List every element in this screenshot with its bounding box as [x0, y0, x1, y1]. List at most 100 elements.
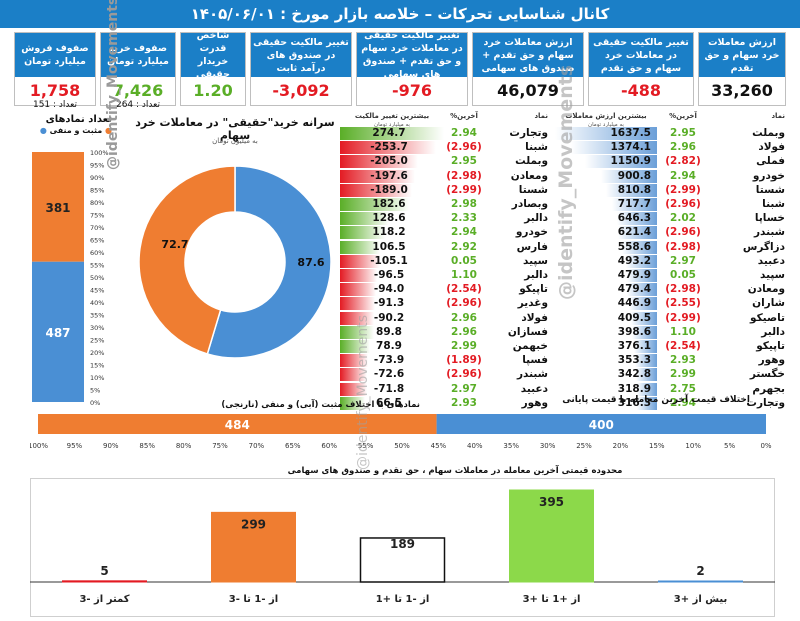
- column-header-pct: %آخرین: [669, 112, 697, 120]
- pct-cell: 2.99: [451, 340, 477, 352]
- hbar-tick-label: 85%: [139, 442, 155, 450]
- pct-cell: 2.95: [670, 127, 696, 139]
- value-bar: [340, 212, 389, 226]
- hbar-tick-label: 40%: [467, 442, 483, 450]
- table-subheading: به میلیارد تومان: [588, 122, 624, 128]
- symbol-cell[interactable]: دعبید: [757, 254, 785, 267]
- value-cell: -205.0: [370, 155, 408, 168]
- symbol-cell[interactable]: شبنا: [762, 198, 785, 210]
- card-value: 33,260: [711, 81, 773, 100]
- table-row: 479.9 0.05 سپید: [555, 268, 787, 283]
- symbol-cell[interactable]: وغدیر: [517, 297, 548, 310]
- symbol-cell[interactable]: فسپا: [522, 354, 548, 367]
- symbol-cell[interactable]: تاصیکو: [749, 311, 785, 324]
- symbol-cell[interactable]: سپید: [760, 269, 785, 281]
- value-bar: [634, 354, 657, 368]
- table-row: -197.6 (2.98) ومعادن: [340, 169, 550, 184]
- symbol-cell[interactable]: سپید: [523, 254, 548, 267]
- stack-tick-label: 65%: [90, 237, 104, 245]
- symbol-cell[interactable]: وتجارت: [746, 396, 785, 409]
- table-row: 621.4 (2.96) شبندر: [555, 225, 787, 240]
- pct-cell: 2.94: [451, 226, 477, 239]
- stack-title: تعداد نمادهای: [45, 114, 112, 125]
- symbol-cell[interactable]: وتجارت: [509, 127, 548, 139]
- symbol-cell[interactable]: شبندر: [753, 226, 785, 239]
- table-heading: بیشترین ارزش معاملات: [565, 112, 647, 120]
- symbol-cell[interactable]: خودرو: [515, 226, 548, 239]
- value-cell: 479.9: [617, 269, 651, 281]
- symbol-cell[interactable]: خساپا: [754, 212, 785, 225]
- value-cell: -91.3: [373, 297, 405, 310]
- donut-label-sell: 72.7: [161, 238, 188, 251]
- symbol-cell[interactable]: وهور: [758, 354, 785, 367]
- value-bar: [635, 368, 657, 382]
- symbol-cell[interactable]: دالبر: [524, 212, 548, 225]
- symbol-cell[interactable]: خودرو: [752, 169, 785, 182]
- summary-card: صفوف خرید میلیارد تومان 7,426 تعداد : 264: [100, 32, 176, 110]
- table-row: 810.8 (2.99) شستا: [555, 183, 787, 198]
- symbol-cell[interactable]: فارس: [516, 240, 548, 253]
- card-label: تغییر مالکیت حقیقی در معاملات خرد سهام و…: [589, 33, 693, 77]
- symbol-cell[interactable]: فولاد: [521, 311, 548, 324]
- symbol-cell[interactable]: دعبید: [520, 382, 548, 395]
- symbol-cell[interactable]: شبندر: [516, 368, 548, 381]
- table-row: -205.0 2.95 وبملت: [340, 154, 550, 169]
- symbol-cell[interactable]: بجهرم: [752, 382, 785, 395]
- bar: [211, 511, 296, 583]
- symbol-cell[interactable]: وبملت: [752, 127, 785, 139]
- stack-tick-label: 40%: [90, 299, 104, 307]
- table-row: 182.6 2.98 وبصادر: [340, 197, 550, 212]
- symbol-cell[interactable]: ومعادن: [510, 169, 548, 182]
- pct-cell: (2.98): [446, 169, 482, 182]
- card-value: -976: [391, 81, 433, 100]
- symbol-cell[interactable]: شبنا: [525, 141, 548, 154]
- hbar-label-negative: 484: [225, 418, 250, 432]
- symbol-cell[interactable]: دالبر: [761, 325, 785, 338]
- value-bar: [627, 269, 657, 282]
- card-value: 1,758: [29, 81, 81, 100]
- card-label: ارزش معاملات خرد سهام و حق تقدم: [699, 33, 785, 77]
- symbol-cell[interactable]: فملی: [756, 155, 785, 168]
- symbol-cell[interactable]: شاران: [752, 297, 785, 310]
- category-label: از +1 تا +3: [523, 594, 581, 605]
- value-cell: 646.3: [617, 212, 651, 225]
- donut-unit: به میلیون تومان: [212, 137, 258, 145]
- symbol-cell[interactable]: فسازان: [507, 325, 548, 338]
- price-diff-hbar: 484 400 100% 95% 90% 85% 80% 75% 70% 65% 60% 55% 50%…: [30, 414, 772, 450]
- value-bar: [629, 297, 657, 311]
- symbol-cell[interactable]: تاپیکو: [519, 283, 548, 296]
- value-bar: [606, 183, 657, 197]
- pct-cell: (2.99): [665, 311, 701, 324]
- symbol-cell[interactable]: وهور: [521, 396, 548, 409]
- value-cell: 353.3: [617, 354, 651, 367]
- stack-label-positive: 487: [45, 326, 70, 340]
- value-bar: [340, 340, 370, 353]
- value-bar: [340, 325, 374, 339]
- value-cell: -253.7: [370, 141, 408, 154]
- symbol-cell[interactable]: دزاگرس: [742, 240, 785, 253]
- table-row: 409.5 (2.99) تاصیکو: [555, 311, 787, 326]
- symbol-cell[interactable]: وبصادر: [511, 198, 548, 210]
- pct-cell: 2.92: [451, 240, 477, 253]
- symbol-cell[interactable]: خبهمن: [512, 340, 548, 352]
- table-row: 376.1 (2.54) تاپیکو: [555, 339, 787, 354]
- symbol-cell[interactable]: شستا: [755, 183, 785, 196]
- pct-cell: 2.98: [451, 198, 477, 210]
- watermark-bottom: @identify_Movements: [355, 314, 371, 470]
- symbol-cell[interactable]: خگستر: [749, 368, 785, 381]
- value-bar: [340, 183, 412, 197]
- value-cell: -73.9: [373, 354, 405, 367]
- table-row: 1637.5 2.95 وبملت: [555, 126, 787, 141]
- pct-cell: 2.99: [670, 368, 696, 381]
- stack-tick-label: 100%: [90, 149, 109, 157]
- symbol-cell[interactable]: وبملت: [515, 155, 548, 168]
- symbol-cell[interactable]: دالبر: [524, 269, 548, 281]
- hbar-tick-label: 45%: [431, 442, 447, 450]
- symbol-cell[interactable]: شستا: [518, 183, 548, 196]
- hbar-tick-label: 65%: [285, 442, 301, 450]
- value-bar: [571, 141, 657, 155]
- symbol-cell[interactable]: تاپیکو: [756, 340, 785, 352]
- stack-tick-label: 60%: [90, 249, 104, 257]
- symbol-cell[interactable]: ومعادن: [747, 283, 785, 296]
- symbol-cell[interactable]: فولاد: [758, 141, 785, 154]
